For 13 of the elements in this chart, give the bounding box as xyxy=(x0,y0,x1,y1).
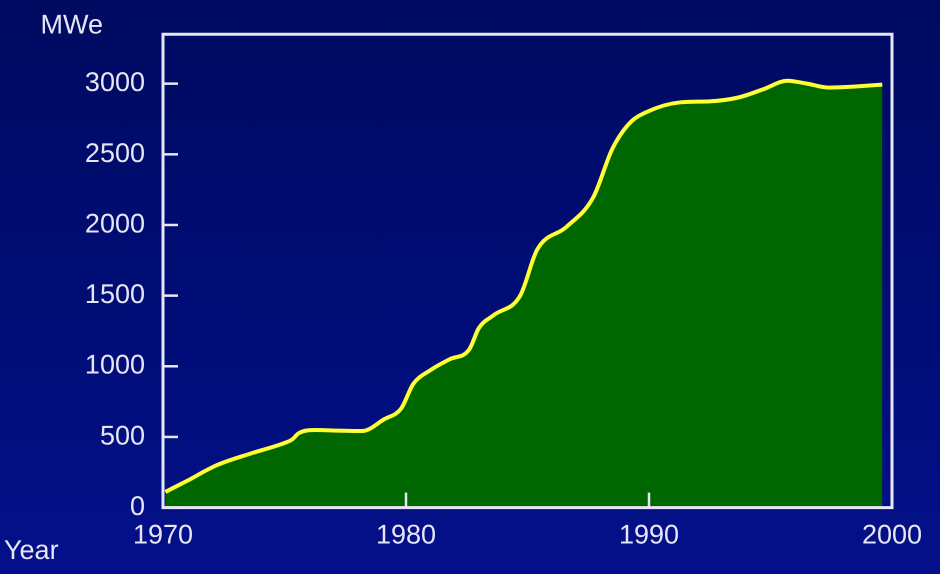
y-tick-label: 1500 xyxy=(84,279,145,310)
x-axis-title: Year xyxy=(4,535,59,566)
y-axis-title: MWe xyxy=(40,10,103,40)
y-tick-label: 3000 xyxy=(84,67,145,98)
y-tick-label: 0 xyxy=(130,491,145,522)
y-tick-label: 1000 xyxy=(84,350,145,380)
x-tick-label: 2000 xyxy=(862,519,922,550)
y-tick-label: 2000 xyxy=(84,208,145,238)
y-tick-label: 2500 xyxy=(84,138,145,168)
x-tick-label: 1980 xyxy=(376,519,436,550)
x-tick-label: 1990 xyxy=(618,519,680,550)
x-tick-label: 1970 xyxy=(132,519,194,550)
y-tick-label: 500 xyxy=(100,420,145,450)
